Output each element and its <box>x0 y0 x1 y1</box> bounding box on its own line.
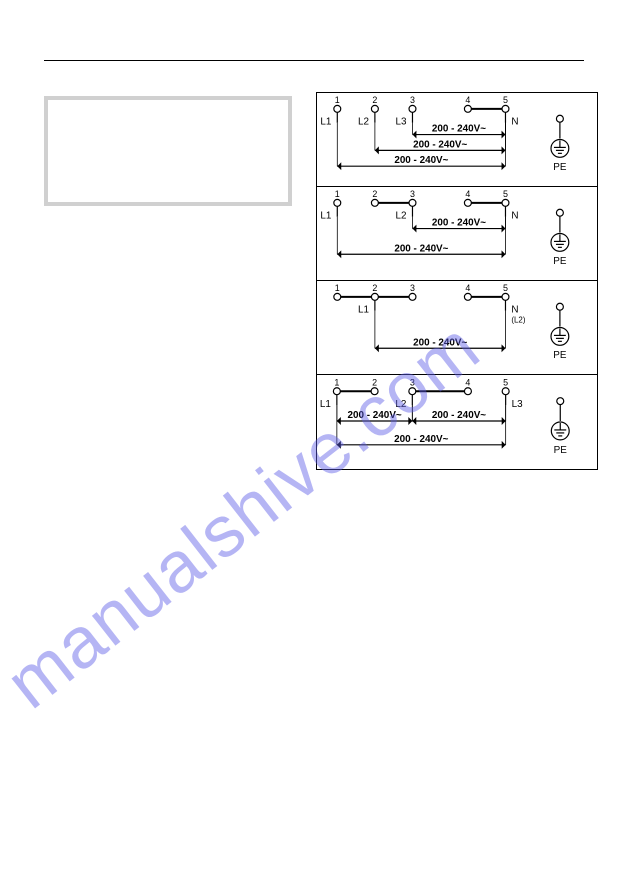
svg-text:L1: L1 <box>320 117 331 128</box>
svg-text:200 - 240V~: 200 - 240V~ <box>432 410 486 421</box>
wiring-svg-1: 1 2 3 4 5 L1 L2 L3 N 200 - 240V~ 200 - 240V~ 200 - … <box>317 93 597 186</box>
wiring-svg-2: 1 2 3 4 5 L1 L2 N 200 - 240V~ 200 - 240V~ PE <box>317 187 597 280</box>
svg-text:4: 4 <box>465 377 470 387</box>
svg-text:1: 1 <box>335 283 340 293</box>
svg-text:5: 5 <box>503 283 508 293</box>
svg-text:1: 1 <box>335 95 340 105</box>
wiring-diagram-3: 1 2 3 4 5 L1 N(L2) 200 - 240V~ PE <box>317 281 597 375</box>
svg-text:5: 5 <box>503 189 508 199</box>
svg-text:PE: PE <box>553 256 567 267</box>
wiring-svg-3: 1 2 3 4 5 L1 N(L2) 200 - 240V~ PE <box>317 281 597 374</box>
svg-text:3: 3 <box>410 283 415 293</box>
svg-text:5: 5 <box>503 377 508 387</box>
svg-text:N: N <box>511 305 518 316</box>
svg-text:200 - 240V~: 200 - 240V~ <box>394 243 448 254</box>
svg-text:L3: L3 <box>396 117 407 128</box>
svg-text:4: 4 <box>465 283 470 293</box>
svg-text:200 - 240V~: 200 - 240V~ <box>432 218 486 229</box>
svg-text:2: 2 <box>372 189 377 199</box>
svg-text:200 - 240V~: 200 - 240V~ <box>413 139 467 150</box>
svg-text:3: 3 <box>410 189 415 199</box>
svg-text:L3: L3 <box>512 399 524 410</box>
svg-text:5: 5 <box>503 95 508 105</box>
svg-text:200 - 240V~: 200 - 240V~ <box>413 337 467 348</box>
svg-text:1: 1 <box>334 377 339 387</box>
svg-text:200 - 240V~: 200 - 240V~ <box>394 434 448 445</box>
svg-text:PE: PE <box>553 162 567 173</box>
svg-text:2: 2 <box>372 95 377 105</box>
wiring-diagram-2: 1 2 3 4 5 L1 L2 N 200 - 240V~ 200 - 240V~ PE <box>317 187 597 281</box>
wiring-diagram-4: 1 2 3 4 5 L1 L2 L3 200 - 240V~ 200 - 240V~ 200 - 2… <box>317 375 597 469</box>
svg-text:(L2): (L2) <box>511 316 525 325</box>
svg-text:N: N <box>511 117 518 128</box>
wiring-diagram-1: 1 2 3 4 5 L1 L2 L3 N 200 - 240V~ 200 - 240V~ 200 - … <box>317 93 597 187</box>
svg-text:200 - 240V~: 200 - 240V~ <box>394 155 448 166</box>
top-header-rule <box>44 60 584 61</box>
svg-text:L2: L2 <box>396 211 407 222</box>
svg-text:200 - 240V~: 200 - 240V~ <box>347 410 401 421</box>
wiring-svg-4: 1 2 3 4 5 L1 L2 L3 200 - 240V~ 200 - 240V~ 200 - 2… <box>317 375 597 469</box>
callout-box <box>44 96 292 206</box>
svg-text:4: 4 <box>465 95 470 105</box>
svg-text:L1: L1 <box>358 305 369 316</box>
svg-text:L2: L2 <box>358 117 369 128</box>
svg-text:1: 1 <box>335 189 340 199</box>
svg-text:L2: L2 <box>395 399 407 410</box>
svg-text:200 - 240V~: 200 - 240V~ <box>432 124 486 135</box>
svg-text:PE: PE <box>553 350 567 361</box>
svg-text:N: N <box>511 211 518 222</box>
svg-text:2: 2 <box>372 283 377 293</box>
svg-text:4: 4 <box>465 189 470 199</box>
svg-text:3: 3 <box>410 377 415 387</box>
page: 1 2 3 4 5 L1 L2 L3 N 200 - 240V~ 200 - 240V~ 200 - … <box>0 0 629 893</box>
svg-text:L1: L1 <box>320 399 332 410</box>
svg-text:PE: PE <box>554 445 568 456</box>
svg-text:L1: L1 <box>320 211 331 222</box>
svg-text:2: 2 <box>372 377 377 387</box>
svg-text:3: 3 <box>410 95 415 105</box>
wiring-diagram-table: 1 2 3 4 5 L1 L2 L3 N 200 - 240V~ 200 - 240V~ 200 - … <box>316 92 598 470</box>
